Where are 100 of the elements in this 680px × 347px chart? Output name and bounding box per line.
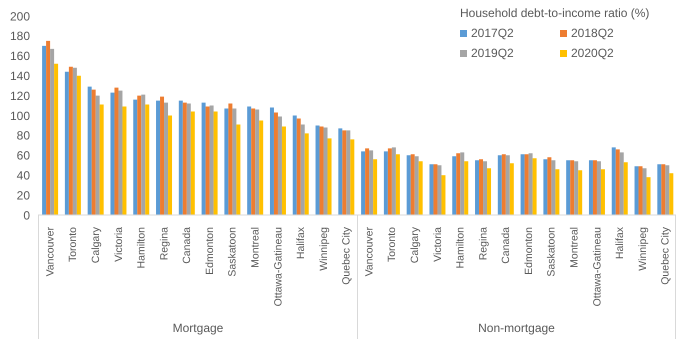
bar <box>145 104 150 215</box>
bar <box>137 96 142 215</box>
bar <box>54 64 58 215</box>
x-tick-label: Edmonton <box>204 226 216 275</box>
bar <box>110 92 114 215</box>
bar <box>96 96 100 215</box>
bar <box>46 40 50 215</box>
x-tick-label: Victoria <box>432 226 444 262</box>
x-tick-label: Ottawa-Gatineau <box>272 226 284 306</box>
bar <box>543 159 548 215</box>
legend-title: Household debt-to-income ratio (%) <box>460 6 650 20</box>
bar <box>624 162 628 215</box>
x-tick-label: Hamilton <box>454 226 467 268</box>
bar <box>342 130 346 215</box>
bar <box>350 139 354 215</box>
x-tick-label: Winnipeg <box>636 226 649 271</box>
bar <box>50 48 54 215</box>
x-tick-label: Canada <box>181 226 194 264</box>
x-tick-label: Vancouver <box>44 226 56 276</box>
x-tick-label: Regina <box>158 226 170 260</box>
bar <box>524 154 529 215</box>
bar <box>555 169 560 215</box>
bar <box>464 161 468 215</box>
bar <box>122 106 126 215</box>
x-tick-label: Quebec City <box>660 226 672 285</box>
x-tick-label: Montreal <box>249 227 262 268</box>
bar <box>76 76 81 215</box>
bar <box>410 154 415 215</box>
bar <box>528 153 533 215</box>
y-tick-label: 80 <box>16 128 30 143</box>
x-tick-label: Calgary <box>90 226 102 264</box>
bar <box>346 130 350 215</box>
x-tick-label: Toronto <box>67 226 80 262</box>
bar <box>210 106 214 215</box>
x-tick-label: Canada <box>500 226 512 264</box>
bar <box>182 102 187 215</box>
bar <box>551 160 556 215</box>
bar <box>88 86 92 215</box>
bar <box>502 154 506 215</box>
x-tick-label: Hamilton <box>136 226 148 268</box>
x-tick-label: Winnipeg <box>318 226 330 271</box>
bar <box>259 120 264 215</box>
bar <box>365 148 370 215</box>
bar <box>133 100 138 215</box>
bar <box>646 177 651 215</box>
y-tick-label: 180 <box>10 29 30 44</box>
bar <box>42 46 46 215</box>
bar <box>532 158 537 215</box>
bar <box>388 148 392 215</box>
x-tick-label: Quebec City <box>340 226 353 285</box>
bar <box>247 106 252 215</box>
bar <box>72 68 77 215</box>
y-tick-label: 200 <box>10 9 30 24</box>
bar <box>304 133 309 215</box>
bar <box>456 153 460 215</box>
bar <box>612 147 616 215</box>
bar <box>300 124 305 215</box>
bar <box>634 166 639 215</box>
bar <box>214 112 218 215</box>
bar <box>141 94 146 215</box>
bar <box>164 102 168 215</box>
bar <box>487 168 492 215</box>
bar <box>483 161 488 215</box>
bar <box>475 160 480 215</box>
legend-label: 2020Q2 <box>571 46 614 60</box>
bar <box>168 116 172 215</box>
bar <box>274 112 278 215</box>
y-tick-label: 120 <box>10 88 30 103</box>
bar <box>316 125 320 215</box>
bar <box>384 151 388 215</box>
bar <box>338 128 342 215</box>
bar <box>236 124 240 215</box>
bar <box>498 155 502 215</box>
x-tick-label: Regina <box>477 226 490 260</box>
bar <box>361 151 366 215</box>
bar <box>292 116 297 215</box>
legend-label: 2017Q2 <box>471 26 514 40</box>
x-tick-label: Calgary <box>408 226 421 264</box>
bar <box>270 108 274 215</box>
y-tick-label: 40 <box>16 168 30 182</box>
bar <box>373 159 378 215</box>
x-tick-label: Victoria <box>112 226 125 262</box>
bar <box>661 164 666 215</box>
bar <box>406 155 411 215</box>
bar <box>452 156 456 215</box>
bar <box>616 149 620 215</box>
bar <box>669 173 674 215</box>
bar <box>620 152 624 215</box>
bar <box>100 104 104 215</box>
bar <box>64 72 69 215</box>
y-tick-label: 20 <box>16 188 30 202</box>
bar <box>414 156 419 215</box>
bar <box>224 108 228 215</box>
bar <box>592 160 597 215</box>
bar <box>296 118 301 215</box>
y-tick-label: 140 <box>10 68 30 83</box>
bar <box>642 168 647 215</box>
bar <box>156 100 160 215</box>
bar <box>190 112 195 215</box>
bar <box>437 165 442 215</box>
